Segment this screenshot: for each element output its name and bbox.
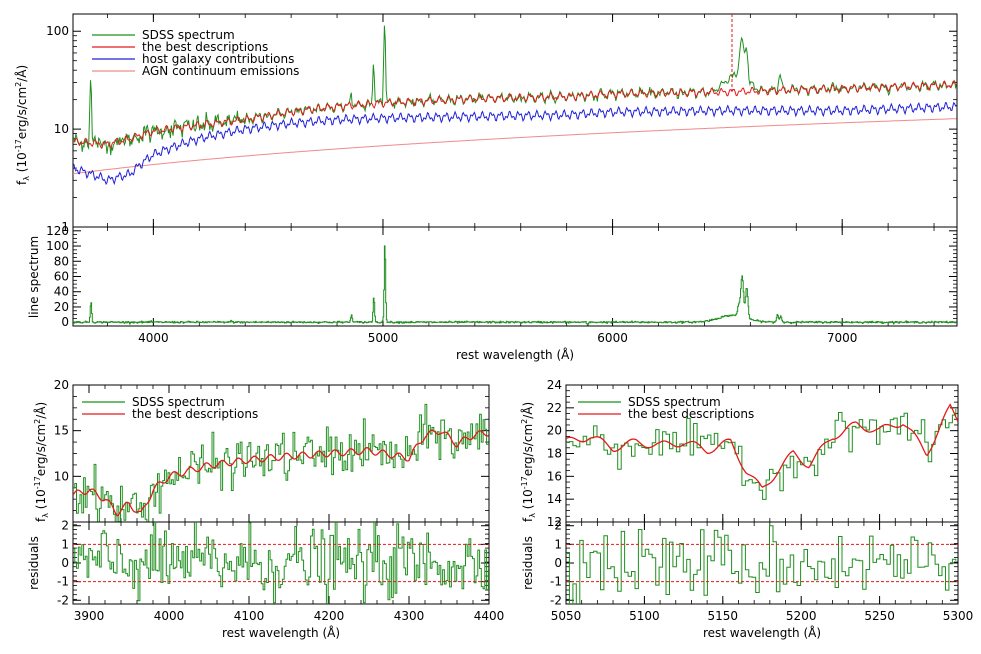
- x-tick-label: 4000: [138, 331, 169, 345]
- x-tick-label: 4400: [474, 609, 505, 623]
- top-legend: SDSS spectrum the best descriptions host…: [92, 28, 299, 78]
- y-tick-label: 0: [61, 315, 69, 329]
- best-fit-line: [73, 80, 957, 150]
- y-tick-label: 40: [54, 285, 69, 299]
- x-tick-label: 5100: [629, 609, 660, 623]
- zoom-left-ylabel: fλ (10-17erg/s/cm2/Å): [33, 402, 50, 522]
- residuals-left-xlabel: rest wavelength (Å): [222, 625, 340, 640]
- x-tick-label: 5250: [864, 609, 895, 623]
- y-tick-label: -1: [57, 575, 69, 589]
- y-tick-label: -2: [57, 593, 69, 607]
- zoom-right-legend: SDSS spectrum the best descriptions: [578, 395, 754, 421]
- top-ylabel: fλ (10-17erg/s/cm2/Å): [14, 65, 31, 185]
- y-tick-label: 18: [547, 447, 562, 461]
- x-tick-label: 5150: [708, 609, 739, 623]
- legend-label-sdss: SDSS spectrum: [142, 28, 235, 42]
- residuals-right-panel: -2 -1 0 1 2 5050 5100 5150 5200 5250 5300 residual…: [521, 519, 973, 640]
- line-spectrum-curve: [73, 245, 957, 326]
- y-tick-label: 2: [554, 519, 562, 533]
- residuals-right-xlabel: rest wavelength (Å): [703, 625, 821, 640]
- x-tick-label: 4000: [154, 609, 185, 623]
- residuals-left-ylabel: residuals: [27, 536, 41, 590]
- x-tick-label: 3900: [74, 609, 105, 623]
- top-spectrum-panel: 1 10 100 fλ (10-17erg/s/cm2/Å) SDSS spectr…: [14, 13, 958, 234]
- top-spectrum-data: [73, 25, 957, 186]
- x-tick-label: 5000: [368, 331, 399, 345]
- agn-continuum-line: [73, 118, 957, 175]
- y-tick-label: 2: [61, 519, 69, 533]
- zoom-best-fit: [566, 403, 958, 488]
- y-tick-label: 10: [54, 122, 69, 136]
- y-tick-label: 1: [61, 220, 69, 234]
- line-xlabel: rest wavelength (Å): [456, 347, 574, 362]
- x-tick-label: 4100: [234, 609, 265, 623]
- zoom-right-panel: 12 14 16 18 20 22 24 fλ (10-17erg/s/cm2/Å) SDS…: [520, 378, 959, 529]
- x-tick-label: 7000: [827, 331, 858, 345]
- y-tick-label: 20: [54, 378, 69, 392]
- x-tick-label: 6000: [597, 331, 628, 345]
- y-tick-label: -1: [550, 575, 562, 589]
- zoom-left-panel: 10 15 20 fλ (10-17erg/s/cm2/Å) SDSS spectr…: [33, 378, 490, 523]
- legend-label-best: the best descriptions: [142, 40, 268, 54]
- y-tick-label: 10: [54, 469, 69, 483]
- y-tick-label: 22: [547, 401, 562, 415]
- y-tick-label: 0: [61, 556, 69, 570]
- y-tick-label: 120: [46, 224, 69, 238]
- line-spectrum-data: [73, 245, 957, 326]
- y-tick-label: 24: [547, 378, 562, 392]
- line-ylabel: line spectrum: [27, 236, 41, 318]
- y-tick-label: 12: [547, 515, 562, 529]
- legend-label-host: host galaxy contributions: [142, 52, 294, 66]
- top-spectrum-ticks: 1 10 100: [46, 14, 957, 234]
- residuals-curve: [73, 522, 489, 604]
- zoom-right-ylabel: fλ (10-17erg/s/cm2/Å): [520, 402, 537, 522]
- y-tick-label: 16: [547, 469, 562, 483]
- y-tick-label: 20: [547, 424, 562, 438]
- y-tick-label: 1: [554, 537, 562, 551]
- host-galaxy-line: [73, 101, 957, 186]
- y-tick-label: 0: [554, 556, 562, 570]
- zoom-sdss-spectrum: [566, 409, 957, 500]
- x-tick-label: 5200: [786, 609, 817, 623]
- zoom-best-fit: [73, 429, 489, 517]
- y-tick-label: 20: [54, 300, 69, 314]
- x-tick-label: 4300: [394, 609, 425, 623]
- zoom-left-legend: SDSS spectrum the best descriptions: [82, 395, 258, 421]
- zl-legend-label-sdss: SDSS spectrum: [132, 395, 225, 409]
- zoom-right-data: [566, 403, 958, 500]
- zl-legend-label-best: the best descriptions: [132, 407, 258, 421]
- zoom-left-data: [73, 403, 489, 522]
- y-tick-label: 80: [54, 254, 69, 268]
- zr-legend-label-best: the best descriptions: [628, 407, 754, 421]
- y-tick-label: 1: [61, 537, 69, 551]
- residuals-right-ticks: -2 -1 0 1 2 5050 5100 5150 5200 5250 5300: [550, 519, 973, 623]
- zr-legend-label-sdss: SDSS spectrum: [628, 395, 721, 409]
- y-tick-label: 60: [54, 270, 69, 284]
- residuals-left-data: [73, 522, 489, 604]
- residuals-curve: [566, 525, 957, 604]
- zoom-right-ticks: 12 14 16 18 20 22 24: [547, 378, 959, 529]
- y-tick-label: 15: [54, 424, 69, 438]
- x-tick-label: 5300: [943, 609, 974, 623]
- legend-label-agn: AGN continuum emissions: [142, 64, 299, 78]
- residuals-right-data: [566, 525, 958, 604]
- residuals-left-ticks: -2 -1 0 1 2 3900 4000 4100 4200 4300 4400: [57, 519, 504, 623]
- line-spectrum-frame: [72, 226, 958, 327]
- x-tick-label: 5050: [551, 609, 582, 623]
- y-tick-label: 100: [46, 24, 69, 38]
- zoom-sdss-spectrum: [73, 403, 489, 522]
- y-tick-label: 14: [547, 492, 562, 506]
- y-tick-label: 100: [46, 239, 69, 253]
- y-tick-label: -2: [550, 593, 562, 607]
- residuals-left-panel: -2 -1 0 1 2 3900 4000 4100 4200 4300 4400 residual…: [27, 519, 504, 640]
- residuals-right-ylabel: residuals: [521, 536, 535, 590]
- zoom-right-frame: [565, 384, 959, 523]
- x-tick-label: 4200: [314, 609, 345, 623]
- zoom-left-ticks: 10 15 20: [54, 378, 490, 522]
